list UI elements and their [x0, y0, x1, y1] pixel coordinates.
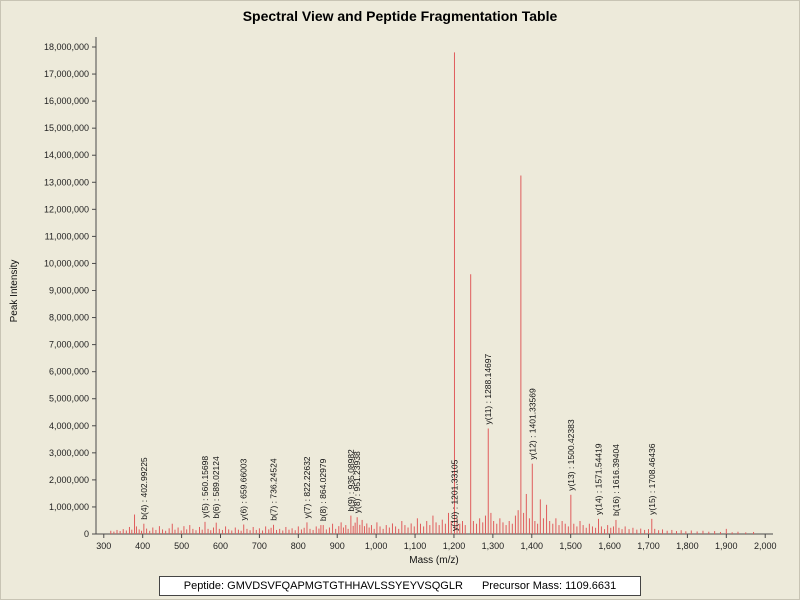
peak-annotation: y(15) : 1708.46436: [647, 443, 657, 515]
x-tick-label: 400: [135, 541, 150, 551]
x-tick-label: 600: [213, 541, 228, 551]
peptide-sequence-label: Peptide: GMVDSVFQAPMGTGTHHAVLSSYEYVSQGLR: [183, 580, 463, 592]
y-tick-label: 7,000,000: [49, 340, 89, 350]
x-tick-label: 1,300: [482, 541, 505, 551]
x-axis-label: Mass (m/z): [409, 555, 458, 566]
peak-annotation: b(4) : 402.99225: [139, 457, 149, 520]
y-tick-label: 2,000,000: [49, 475, 89, 485]
y-tick-label: 18,000,000: [44, 42, 89, 52]
y-tick-label: 12,000,000: [44, 204, 89, 214]
y-tick-label: 13,000,000: [44, 177, 89, 187]
y-tick-label: 0: [84, 529, 89, 539]
x-tick-label: 1,100: [404, 541, 427, 551]
y-tick-label: 15,000,000: [44, 123, 89, 133]
x-tick-label: 1,000: [365, 541, 388, 551]
peak-annotation: y(5) : 560.15698: [200, 456, 210, 518]
y-tick-label: 6,000,000: [49, 367, 89, 377]
x-tick-label: 700: [252, 541, 267, 551]
x-tick-label: 1,900: [715, 541, 738, 551]
x-tick-label: 1,400: [521, 541, 544, 551]
y-tick-label: 3,000,000: [49, 448, 89, 458]
peak-annotation: y(10) : 1201.33105: [449, 459, 459, 531]
precursor-mass-label: Precursor Mass: 1109.6631: [481, 580, 617, 592]
x-tick-label: 800: [291, 541, 306, 551]
footer: Peptide: GMVDSVFQAPMGTGTHHAVLSSYEYVSQGLR…: [1, 576, 799, 596]
x-tick-label: 1,700: [637, 541, 660, 551]
y-tick-label: 4,000,000: [49, 421, 89, 431]
peak-annotation: y(8) : 951.23938: [352, 451, 362, 513]
peak-annotation: b(7) : 736.24524: [269, 458, 279, 521]
x-tick-label: 1,500: [559, 541, 582, 551]
y-tick-label: 10,000,000: [44, 258, 89, 268]
y-tick-label: 17,000,000: [44, 69, 89, 79]
peak-annotation: y(11) : 1288.14697: [483, 353, 493, 424]
x-tick-label: 300: [96, 541, 111, 551]
peak-annotation: b(6) : 589.02124: [211, 456, 221, 519]
y-tick-label: 8,000,000: [49, 313, 89, 323]
x-tick-label: 2,000: [754, 541, 777, 551]
x-tick-label: 1,200: [443, 541, 466, 551]
y-tick-label: 1,000,000: [49, 502, 89, 512]
peak-annotation: y(7) : 822.22632: [302, 456, 312, 518]
chart-plot-area: 0 1,000,000 2,000,000 3,000,000 4,000,000 5,0…: [44, 37, 777, 551]
x-tick-label: 1,600: [598, 541, 621, 551]
y-tick-label: 5,000,000: [49, 394, 89, 404]
peak-annotation: b(16) : 1616.39404: [611, 444, 621, 516]
x-tick-label: 1,800: [676, 541, 699, 551]
peak-annotation: y(12) : 1401.33569: [527, 388, 537, 460]
spectrum-chart: Peak Intensity Mass (m/z) 0 1,000,000 2,00…: [9, 37, 777, 566]
y-tick-label: 14,000,000: [44, 150, 89, 160]
y-axis-label: Peak Intensity: [9, 260, 20, 323]
peak-annotation: b(8) : 864.02979: [318, 458, 328, 521]
y-tick-label: 9,000,000: [49, 286, 89, 296]
y-tick-label: 11,000,000: [45, 231, 89, 241]
page-title: Spectral View and Peptide Fragmentation …: [242, 8, 558, 24]
peak-annotation: y(13) : 1500.42383: [566, 419, 576, 491]
peak-annotation: y(14) : 1571.54419: [594, 443, 604, 515]
peak-annotation: b(9) : 935.08982: [346, 449, 356, 512]
x-tick-label: 500: [174, 541, 189, 551]
peak-annotation: y(6) : 659.66003: [239, 458, 249, 520]
y-tick-label: 16,000,000: [44, 96, 89, 106]
x-tick-label: 900: [330, 541, 345, 551]
peptide-info-box: Peptide: GMVDSVFQAPMGTGTHHAVLSSYEYVSQGLR…: [158, 576, 642, 596]
